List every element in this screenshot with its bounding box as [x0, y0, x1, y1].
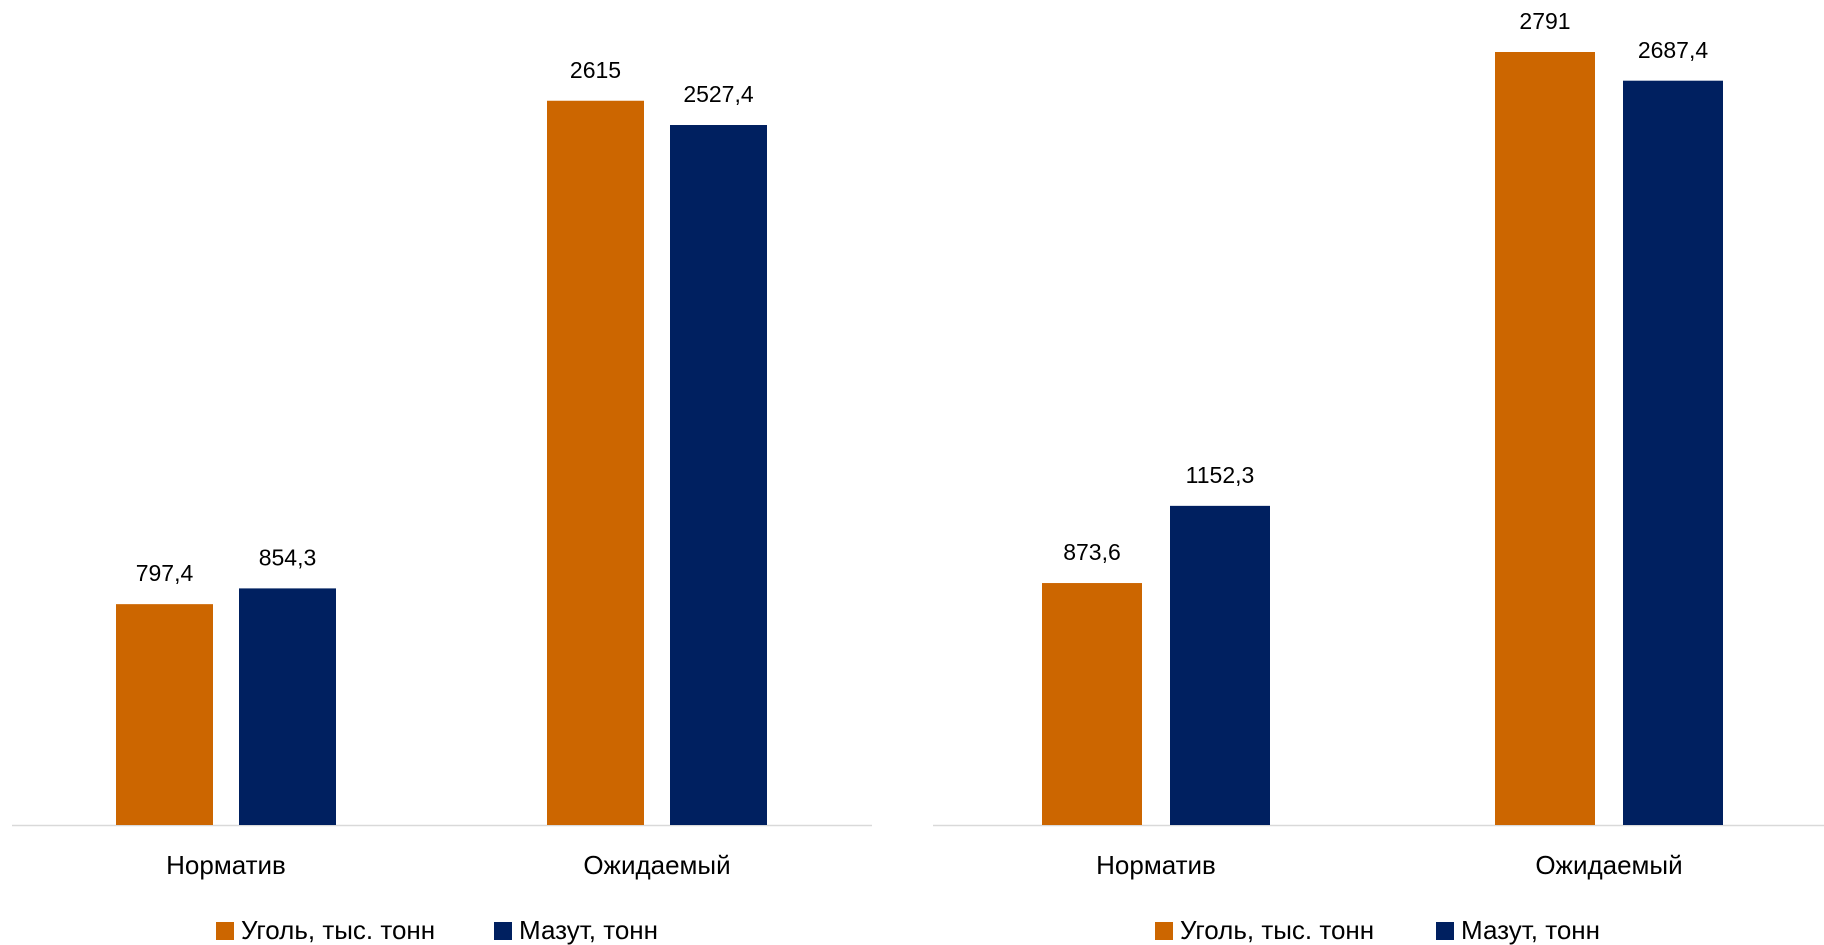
data-label: 2791	[1519, 8, 1570, 34]
bar	[547, 100, 644, 826]
x-tick-label: Ожидаемый	[1535, 850, 1682, 880]
legend-swatch	[1436, 922, 1454, 940]
legend-swatch	[494, 922, 512, 940]
legend-label: Мазут, тонн	[1461, 915, 1600, 945]
bar	[239, 588, 336, 825]
bar	[1623, 80, 1723, 825]
bar	[1170, 505, 1270, 825]
bar	[1495, 52, 1595, 825]
data-label: 2687,4	[1638, 37, 1709, 63]
bar	[670, 125, 767, 826]
bar	[1042, 583, 1142, 825]
x-tick-label: Норматив	[166, 850, 286, 880]
legend-label: Мазут, тонн	[519, 915, 658, 945]
data-label: 873,6	[1063, 539, 1121, 565]
data-label: 797,4	[136, 560, 194, 586]
data-label: 2615	[570, 57, 621, 83]
data-label: 2527,4	[683, 81, 754, 107]
x-tick-label: Ожидаемый	[583, 850, 730, 880]
x-tick-label: Норматив	[1096, 850, 1216, 880]
bar	[116, 604, 213, 825]
legend-swatch	[216, 922, 234, 940]
data-label: 1152,3	[1186, 462, 1255, 488]
legend-label: Уголь, тыс. тонн	[1180, 915, 1374, 945]
legend-swatch	[1155, 922, 1173, 940]
data-label: 854,3	[259, 544, 317, 570]
legend-label: Уголь, тыс. тонн	[241, 915, 435, 945]
